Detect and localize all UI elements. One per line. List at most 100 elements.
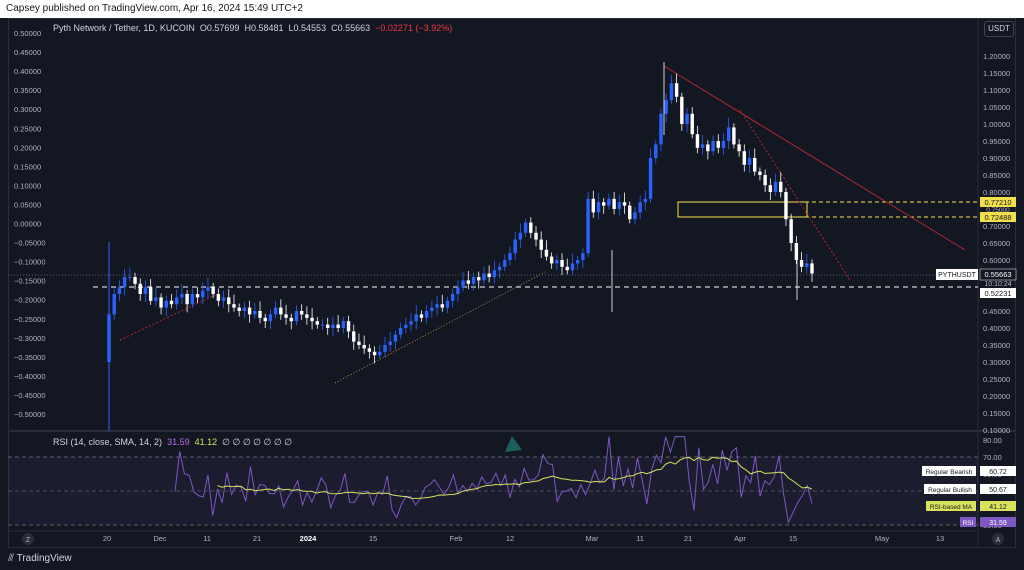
left-tick-label: −0.30000: [14, 334, 46, 343]
candle-body: [445, 300, 450, 308]
candle-body: [539, 239, 543, 250]
candle-body: [227, 297, 231, 305]
candle-body: [237, 307, 241, 311]
chart-frame[interactable]: [8, 18, 1016, 548]
price-tick-label: 0.90000: [983, 154, 1010, 163]
price-tick-label: 0.20000: [983, 392, 1010, 401]
last-price-badge: [979, 268, 1017, 281]
ascending-trendline[interactable]: [334, 271, 546, 384]
candle-body: [383, 345, 387, 352]
reg-bear-value: 60.72: [989, 469, 1007, 476]
candle-body: [450, 294, 455, 301]
candle-body: [424, 311, 429, 318]
left-tick-label: 0.45000: [14, 48, 41, 57]
candle-body: [357, 341, 361, 345]
candle-body: [242, 307, 247, 311]
left-tick-label: −0.40000: [14, 372, 46, 381]
time-tick-label: 2024: [300, 534, 318, 543]
price-tick-label: 0.15000: [983, 409, 1010, 418]
symbol-legend[interactable]: Pyth Network / Tether, 1D, KUCOIN O0.576…: [53, 23, 452, 33]
low-value: L0.54553: [288, 23, 327, 33]
candle-body: [154, 297, 158, 301]
left-axis[interactable]: 0.50000 0.45000 0.40000 0.35000 0.30000 0.250…: [14, 29, 46, 419]
time-tick-label: Mar: [586, 534, 599, 543]
candle-body: [680, 96, 684, 124]
publisher-text: Capsey published on TradingView.com, Apr…: [6, 3, 303, 14]
candle-body: [122, 277, 127, 288]
time-tick-label: Apr: [734, 534, 746, 543]
candle-body: [268, 314, 273, 322]
time-tick-label: 11: [636, 534, 644, 543]
candle-body: [174, 297, 179, 305]
left-tick-label: 0.40000: [14, 67, 41, 76]
candle-body: [221, 297, 226, 301]
candle-body: [263, 317, 267, 322]
reg-bear-label-badge: [922, 466, 976, 476]
price-tick-label: 0.80000: [983, 188, 1010, 197]
support-badge-text: 0.52231: [984, 289, 1011, 298]
zone-top-badge-text: 0.77210: [984, 198, 1011, 207]
candle-body: [133, 277, 137, 284]
rsi-legend[interactable]: RSI (14, close, SMA, 14, 2) 31.59 41.12 …: [53, 437, 292, 448]
candle-body: [565, 266, 569, 271]
candles-group[interactable]: [107, 62, 814, 431]
close-value: C0.55663: [331, 23, 371, 33]
last-price-text: 0.55663: [984, 270, 1011, 279]
candle-body: [747, 158, 752, 165]
time-tick-label: Dec: [153, 534, 167, 543]
candle-body: [185, 294, 189, 305]
candle-body: [279, 307, 283, 315]
candle-body: [331, 324, 335, 328]
auto-scale-button[interactable]: [992, 533, 1004, 545]
time-axis[interactable]: 20 Dec 11 21 2024 15 Feb 12 Mar 11 21 Apr 15 May 13: [103, 534, 944, 543]
candle-body: [622, 202, 627, 206]
left-tick-label: 0.30000: [14, 105, 41, 114]
resistance-zone[interactable]: [677, 201, 808, 218]
price-tick-label: 0.45000: [983, 307, 1010, 316]
candle-body: [138, 283, 142, 294]
price-tick-label: 0.65000: [983, 239, 1010, 248]
candle-body: [810, 263, 814, 274]
price-tick-label: 1.15000: [983, 69, 1010, 78]
price-axis[interactable]: 1.20000 1.15000 1.10000 1.05000 1.00000 0.950…: [983, 52, 1010, 435]
time-tick-label: 12: [506, 534, 514, 543]
candle-body: [789, 219, 793, 243]
change-value: −0.02271 (−3.92%): [375, 23, 453, 33]
price-tick-label: 0.10000: [983, 426, 1010, 435]
time-tick-label: 11: [203, 534, 211, 543]
candle-body: [232, 304, 236, 308]
candle-body: [721, 141, 726, 148]
rsi-ma-label: RSI-based MA: [930, 504, 973, 511]
time-tick-label: 13: [936, 534, 944, 543]
zone-bottom-badge-text: 0.72488: [984, 213, 1011, 222]
time-tick-label: 21: [253, 534, 261, 543]
candle-body: [284, 314, 288, 318]
time-tick-label: 21: [684, 534, 692, 543]
candle-body: [737, 144, 741, 152]
rsi-overbought-fill: [505, 436, 522, 452]
price-tick-label: 0.70000: [983, 222, 1010, 231]
candle-body: [784, 192, 788, 220]
candle-body: [299, 311, 304, 315]
time-tick-label: Feb: [450, 534, 463, 543]
time-tick-label: May: [875, 534, 889, 543]
symbol-badge-text: PYTHUSDT: [938, 272, 976, 279]
candle-body: [726, 127, 731, 141]
candle-body: [352, 331, 356, 342]
tradingview-logo[interactable]: ⫻ TradingView: [8, 553, 72, 564]
candle-body: [362, 345, 366, 349]
descending-trendline-steep[interactable]: [739, 109, 851, 281]
left-tick-label: −0.05000: [14, 239, 46, 248]
candle-body: [216, 294, 221, 301]
rsi-legend-ma-value: 41.12: [194, 437, 218, 447]
candle-body: [143, 287, 148, 294]
candle-body: [732, 127, 736, 145]
timezone-button[interactable]: [22, 533, 34, 545]
early-trendline[interactable]: [119, 294, 216, 341]
candle-body: [690, 113, 694, 135]
descending-trendline[interactable]: [663, 65, 966, 251]
reg-bull-value: 50.67: [989, 487, 1007, 494]
currency-button[interactable]: USDT: [984, 21, 1014, 37]
